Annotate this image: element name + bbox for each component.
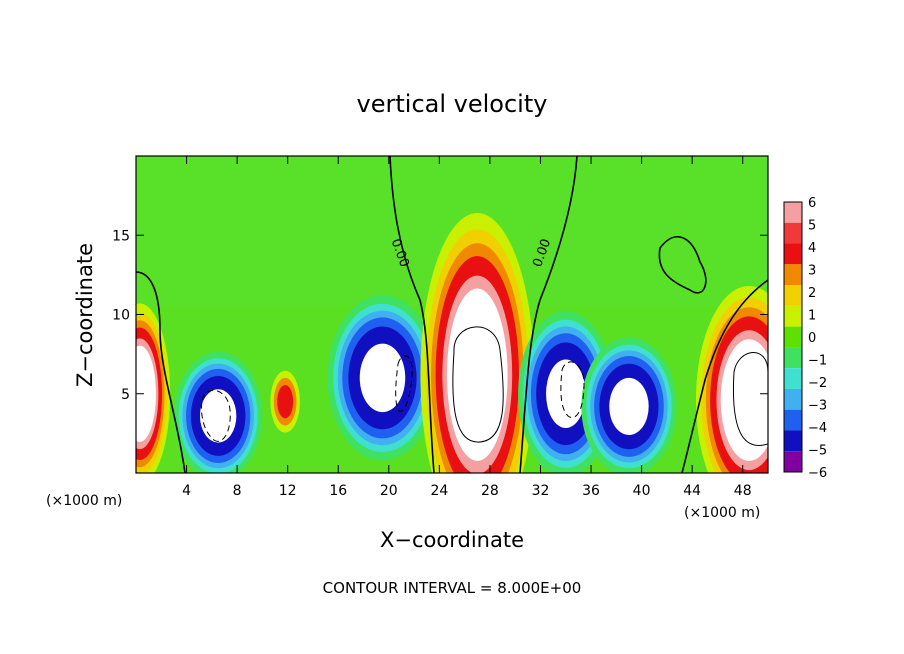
feature-downdraft-6: [581, 337, 677, 473]
x-units-right: (×1000 m): [684, 505, 760, 521]
colorbar-label-4: 2: [808, 286, 816, 301]
x-tick-label-4: 4: [182, 483, 191, 499]
neg-contour-1: [201, 389, 231, 442]
zero-contour-far-right: [681, 279, 768, 473]
colorbar-swatch-4: [784, 285, 802, 306]
feature-updraft-7: [695, 286, 768, 473]
neg-contour-2: [395, 355, 413, 412]
contour-interval-text: CONTOUR INTERVAL = 8.000E+00: [323, 579, 582, 597]
y-tick-label-10: 10: [112, 308, 130, 324]
x-tick-label-36: 36: [582, 483, 600, 499]
neg-contour-3: [560, 361, 585, 418]
feature-updraft-4: [420, 213, 535, 473]
colorbar-frame: [783, 201, 803, 473]
zero-contour-small-right: [658, 236, 707, 294]
feature-level-7-5: [720, 339, 768, 461]
colorbar-label-12: −6: [808, 466, 827, 481]
negative-contours: [201, 355, 585, 442]
feature-level-3-5: [359, 343, 406, 413]
x-ticks: 4 8 12 16 20 24 28 32 36 40 44 48: [182, 156, 752, 499]
colorbar: 6 5 4 3 2 1 0 −1 −2 −3 −4 −5 −6: [783, 196, 827, 481]
colorbar-label-0: 6: [808, 196, 816, 211]
colorbar-swatch-10: [784, 409, 802, 431]
x-units-left: (×1000 m): [46, 493, 122, 509]
x-tick-label-16: 16: [329, 483, 347, 499]
colorbar-label-6: 0: [808, 331, 816, 346]
colorbar-swatch-9: [784, 388, 802, 410]
chart-title: vertical velocity: [357, 90, 548, 118]
colorbar-swatch-8: [784, 368, 802, 389]
x-tick-label-12: 12: [279, 483, 297, 499]
colorbar-label-5: 1: [808, 309, 816, 324]
colorbar-swatch-0: [784, 202, 802, 223]
feature-level-6-5: [609, 377, 649, 435]
x-tick-label-32: 32: [532, 483, 550, 499]
feature-level-4-5: [446, 288, 508, 461]
field-features: [136, 213, 768, 473]
colorbar-label-10: −4: [808, 421, 827, 436]
colorbar-swatch-12: [784, 451, 802, 472]
feature-level-2-2: [277, 385, 294, 419]
x-tick-label-40: 40: [633, 483, 651, 499]
colorbar-label-3: 3: [808, 264, 816, 279]
x-tick-label-24: 24: [430, 483, 448, 499]
colorbar-swatch-7: [784, 347, 802, 369]
x-tick-label-20: 20: [380, 483, 398, 499]
x-tick-label-44: 44: [683, 483, 701, 499]
y-tick-label-15: 15: [112, 228, 130, 244]
feature-level-1-5: [199, 389, 237, 443]
colorbar-swatch-3: [784, 264, 802, 286]
plot-area: [136, 156, 768, 473]
feature-level-5-5: [546, 359, 586, 428]
x-tick-label-48: 48: [734, 483, 752, 499]
zero-contour-inner-right: [732, 352, 768, 446]
contour-lines: [136, 156, 768, 473]
feature-updraft_weak-2: [270, 370, 300, 433]
colorbar-label-9: −3: [808, 399, 827, 414]
y-axis-label: Z−coordinate: [73, 243, 97, 387]
feature-downdraft-1: [174, 351, 263, 473]
colorbar-label-7: −1: [808, 354, 827, 369]
x-tick-label-8: 8: [233, 483, 242, 499]
x-tick-label-28: 28: [481, 483, 499, 499]
colorbar-swatch-2: [784, 243, 802, 265]
colorbar-swatch-5: [784, 305, 802, 327]
colorbar-label-11: −5: [808, 444, 827, 459]
zero-contour-inner-updraft: [452, 326, 504, 443]
x-axis-label: X−coordinate: [380, 528, 524, 552]
zero-contour-right: [519, 156, 578, 473]
colorbar-swatch-1: [784, 222, 802, 244]
colorbar-swatch-11: [784, 430, 802, 452]
zero-contour-left: [389, 156, 435, 473]
colorbar-swatch-6: [784, 326, 802, 348]
feature-level-0-5: [136, 345, 156, 442]
zero-contour-far-left: [136, 271, 186, 473]
feature-downdraft-3: [327, 295, 438, 461]
y-ticks: 5 10 15: [112, 228, 768, 403]
colorbar-label-1: 5: [808, 219, 816, 234]
feature-updraft-0: [136, 303, 171, 473]
colorbar-label-2: 4: [808, 241, 816, 256]
y-tick-label-5: 5: [121, 387, 130, 403]
colorbar-label-8: −2: [808, 376, 827, 391]
